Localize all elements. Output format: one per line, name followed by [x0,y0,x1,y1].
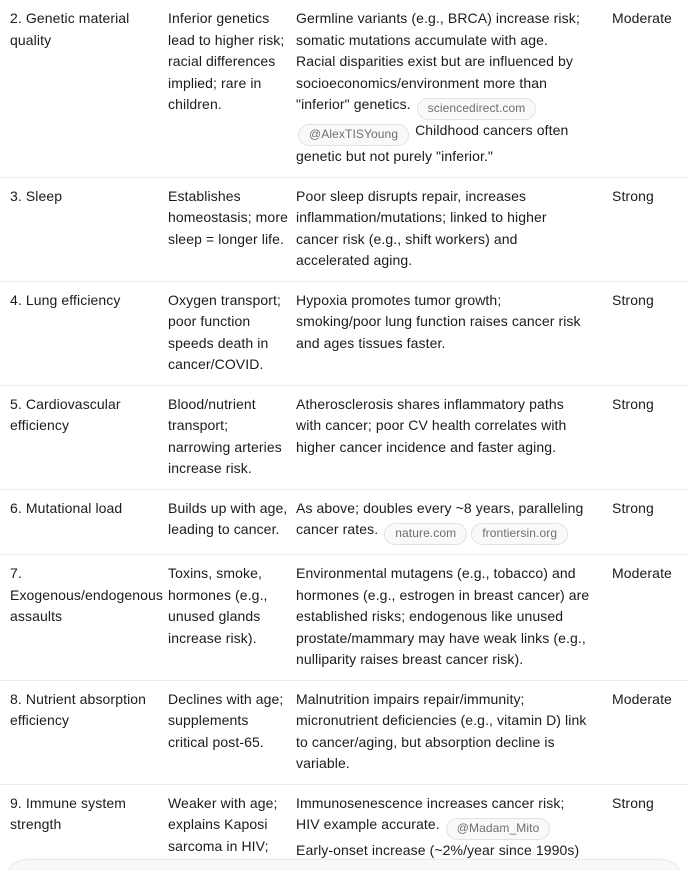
detail-cell: Atherosclerosis shares inflammatory path… [296,394,602,480]
detail-cell: As above; doubles every ~8 years, parall… [296,498,602,545]
citation-pill[interactable]: frontiersin.org [471,523,569,545]
evidence-cell: Strong [612,499,654,516]
table-row: 5. Cardiovascular efficiency Blood/nutrie… [0,386,688,490]
factor-cell: 8. Nutrient absorption efficiency [10,690,147,729]
table-row: 8. Nutrient absorption efficiency Decline… [0,681,688,785]
evidence-cell: Moderate [612,690,672,707]
factor-cell: 2. Genetic material quality [10,10,130,48]
table-row: 6. Mutational load Builds up with age, le… [0,490,688,555]
detail-text: Atherosclerosis shares inflammatory path… [296,395,567,455]
factor-cell: 5. Cardiovascular efficiency [10,395,121,434]
evidence-cell: Moderate [612,565,672,581]
factor-cell: 3. Sleep [10,187,63,204]
factor-cell: 7. Exogenous/endogenous assaults [10,565,164,624]
table-row: 7. Exogenous/endogenous assaults Toxins, … [0,555,688,681]
evidence-cell: Strong [612,395,654,412]
detail-text: Hypoxia promotes tumor growth; smoking/p… [296,291,581,351]
table-row: 2. Genetic material quality Inferior gene… [0,0,688,178]
citation-pill[interactable]: @Madam_Mito [445,818,551,840]
factor-cell: 6. Mutational load [10,499,123,516]
detail-text: Environmental mutagens (e.g., tobacco) a… [296,565,590,667]
evidence-cell: Strong [612,291,654,308]
evidence-cell: Strong [612,794,654,811]
table-row: 4. Lung efficiency Oxygen transport; poor… [0,282,688,386]
detail-cell: Poor sleep disrupts repair, increases in… [296,186,602,272]
summary-cell: Inferior genetics lead to higher risk; r… [168,10,285,112]
factor-cell: 4. Lung efficiency [10,291,121,308]
evidence-cell: Moderate [612,10,672,26]
summary-cell: Blood/nutrient transport; narrowing arte… [168,395,282,477]
citation-pill[interactable]: @AlexTISYoung [298,124,410,146]
summary-cell: Toxins, smoke, hormones (e.g., unused gl… [168,565,268,646]
detail-text: Germline variants (e.g., BRCA) increase … [296,10,580,112]
table-row: 3. Sleep Establishes homeostasis; more sl… [0,178,688,282]
chat-input-bar[interactable] [5,859,683,871]
detail-text: Immunosenescence increases cancer risk; … [296,794,565,833]
detail-cell: Environmental mutagens (e.g., tobacco) a… [296,563,602,671]
citation-pill[interactable]: nature.com [384,523,468,545]
summary-cell: Declines with age; supplements critical … [168,690,284,750]
summary-cell: Oxygen transport; poor function speeds d… [168,291,281,373]
summary-cell: Establishes homeostasis; more sleep = lo… [168,187,288,247]
summary-cell: Builds up with age, leading to cancer. [168,499,288,538]
factor-cell: 9. Immune system strength [10,794,126,833]
detail-text: Malnutrition impairs repair/immunity; mi… [296,690,587,772]
detail-cell: Germline variants (e.g., BRCA) increase … [296,8,602,168]
detail-cell: Malnutrition impairs repair/immunity; mi… [296,689,602,775]
detail-text: Childhood cancers often genetic but not … [296,122,569,164]
detail-text: As above; doubles every ~8 years, parall… [296,499,584,538]
evidence-cell: Strong [612,187,654,204]
detail-cell: Hypoxia promotes tumor growth; smoking/p… [296,290,602,376]
detail-text: Poor sleep disrupts repair, increases in… [296,187,547,269]
citation-pill[interactable]: sciencedirect.com [416,98,537,120]
